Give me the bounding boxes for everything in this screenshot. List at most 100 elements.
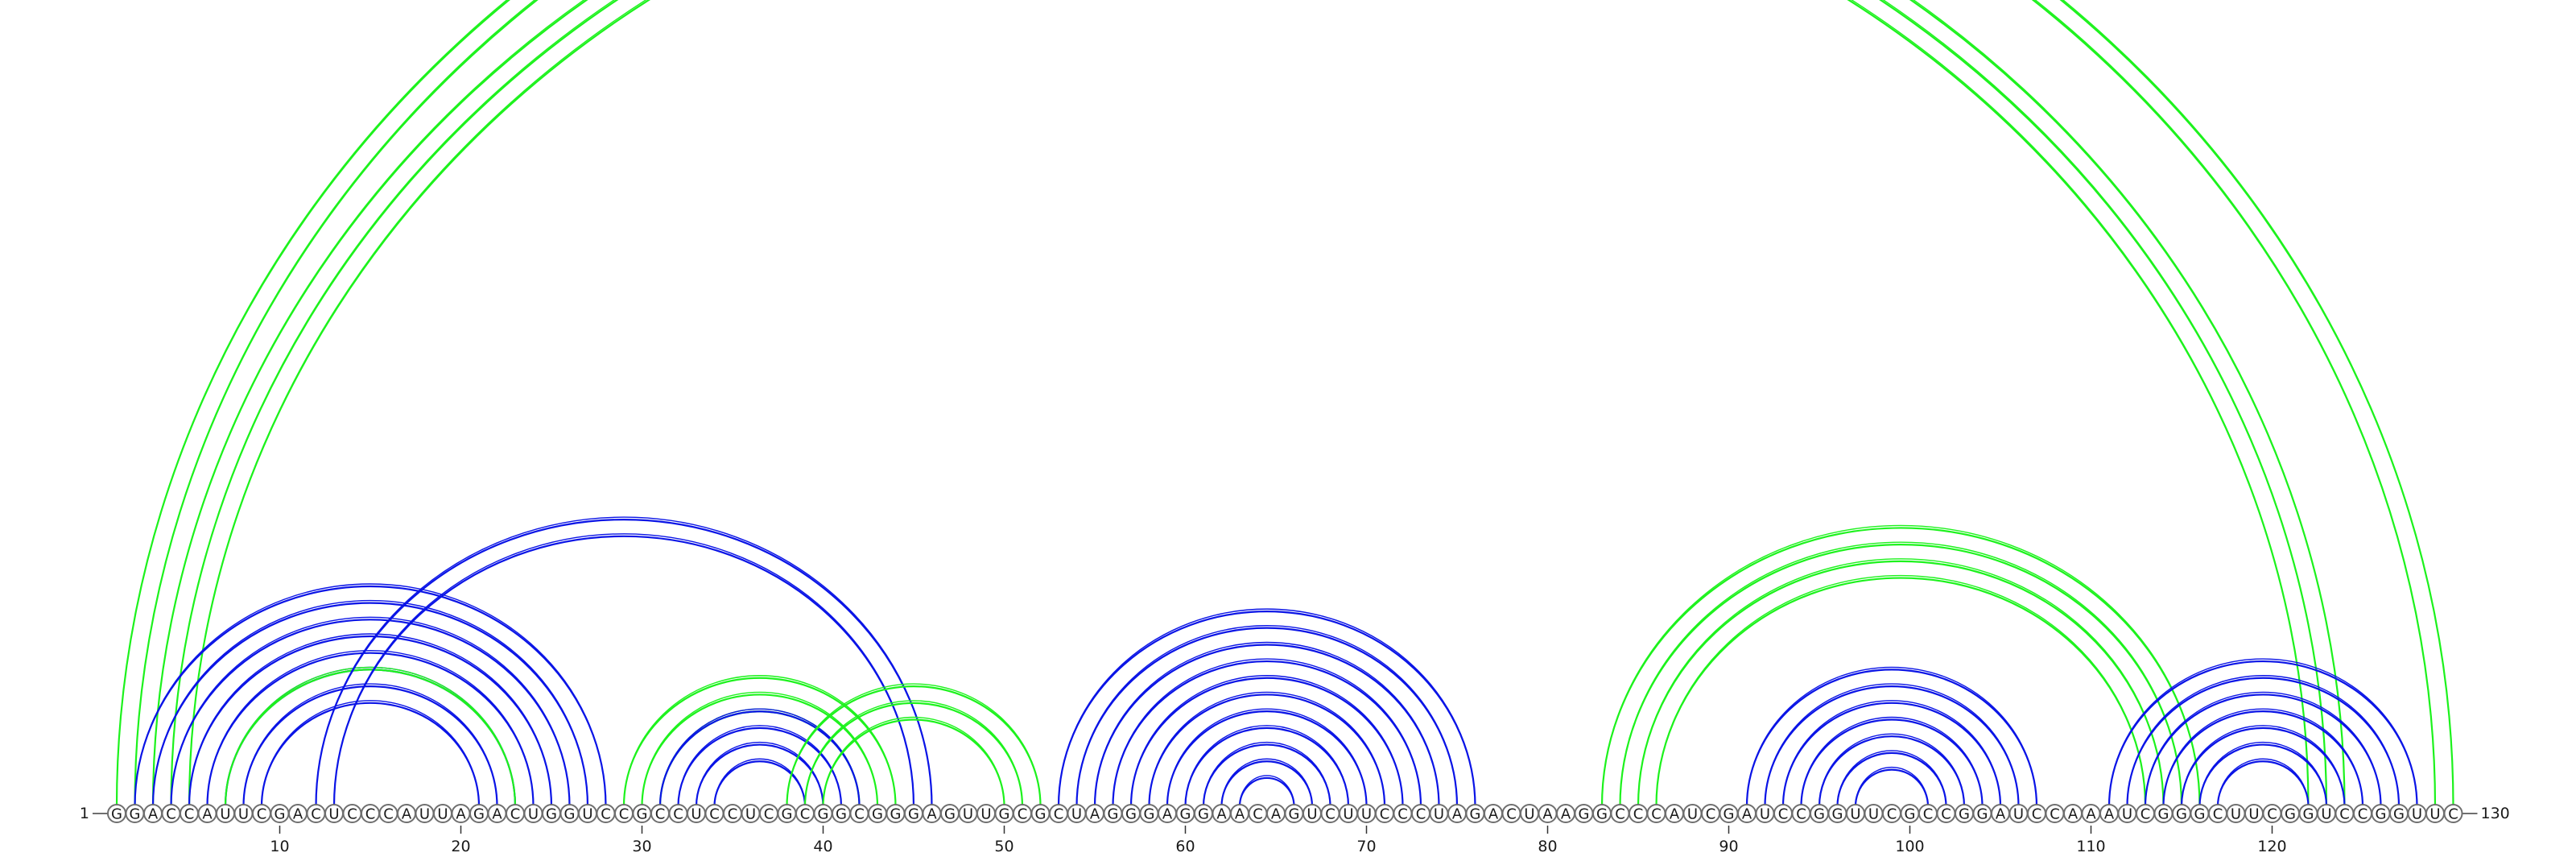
- base-pair-arc: [115, 0, 2454, 807]
- nucleotide: A: [1266, 804, 1286, 823]
- nucleotide: G: [1972, 804, 1992, 823]
- nucleotide: G: [940, 804, 960, 823]
- base-pair-arc: [260, 702, 481, 807]
- base-pair-arc: [1600, 527, 2201, 807]
- nucleotide: C: [1049, 804, 1068, 823]
- base-pair-arc: [1836, 750, 1947, 807]
- nucleotide: U: [415, 804, 435, 823]
- nucleotide-letter: G: [2285, 806, 2296, 823]
- nucleotide: U: [2425, 804, 2445, 823]
- nucleotide-letter: U: [437, 806, 448, 823]
- nucleotide-letter: A: [1216, 806, 1227, 823]
- nucleotide-letter: C: [655, 806, 666, 823]
- base-pair-arc: [224, 669, 517, 807]
- nucleotide-letter: C: [2448, 806, 2458, 823]
- base-pair-arc: [1619, 541, 2182, 807]
- nucleotide-letter: C: [2339, 806, 2350, 823]
- base-pair-arc: [333, 533, 914, 807]
- nucleotide: U: [1067, 804, 1087, 823]
- base-pair-arc: [659, 708, 861, 807]
- base-pair-arc: [188, 633, 552, 807]
- base-pair-arc: [1818, 733, 1965, 807]
- nucleotide-letter: U: [745, 806, 756, 823]
- nucleotide: C: [361, 804, 380, 823]
- nucleotide: C: [1773, 804, 1793, 823]
- base-pair-arc: [2180, 727, 2346, 807]
- base-pair-arc: [1854, 768, 1930, 807]
- nucleotide: G: [107, 804, 126, 823]
- nucleotide-letter: U: [1524, 806, 1534, 823]
- nucleotide-letter: G: [2158, 806, 2169, 823]
- base-pair-arc: [2126, 675, 2400, 807]
- tick-label: 120: [2257, 838, 2286, 855]
- tick-label: 100: [1895, 838, 1924, 855]
- base-pair-arc: [2108, 658, 2418, 807]
- base-pair-arc: [804, 700, 1023, 807]
- nucleotide: G: [868, 804, 887, 823]
- nucleotide-letter: G: [1596, 806, 1608, 823]
- base-pair-arc: [1203, 741, 1331, 807]
- nucleotide: C: [596, 804, 616, 823]
- nucleotide-letter: A: [148, 806, 159, 823]
- nucleotide-letter: G: [130, 806, 141, 823]
- nucleotide-letter: G: [2303, 806, 2314, 823]
- base-pair-arc: [713, 758, 806, 807]
- nucleotide: C: [795, 804, 815, 823]
- nucleotide-letter: C: [1778, 806, 1789, 823]
- nucleotide-letter: G: [782, 806, 793, 823]
- nucleotide-letter: U: [2321, 806, 2331, 823]
- base-pair-arc: [170, 0, 2327, 807]
- nucleotide: C: [1646, 804, 1666, 823]
- nucleotide-letter: U: [2013, 806, 2024, 823]
- nucleotide: U: [1682, 804, 1703, 823]
- nucleotide: C: [306, 804, 326, 823]
- nucleotide: G: [832, 804, 851, 823]
- nucleotide: C: [506, 804, 525, 823]
- nucleotide: G: [542, 804, 561, 823]
- base-pair-arc: [188, 635, 553, 807]
- nucleotide: U: [578, 804, 597, 823]
- nucleotide-letter: U: [980, 806, 991, 823]
- nucleotide: U: [1755, 804, 1775, 823]
- base-pair-arc: [623, 675, 897, 807]
- nucleotide: A: [487, 804, 507, 823]
- nucleotide: C: [1882, 804, 1901, 823]
- base-pair-arc: [1619, 544, 2183, 807]
- nucleotide-letter: C: [166, 806, 176, 823]
- nucleotide: A: [1737, 804, 1757, 823]
- nucleotide: G: [2298, 804, 2318, 823]
- base-pair-arc: [2145, 691, 2382, 807]
- nucleotide: C: [1411, 804, 1430, 823]
- nucleotide-letter: C: [800, 806, 811, 823]
- nucleotide: G: [1719, 804, 1739, 823]
- base-pair-arc: [1093, 644, 1440, 807]
- nucleotide-letter: U: [328, 806, 339, 823]
- nucleotide: C: [180, 804, 199, 823]
- nucleotide-letter: C: [2358, 806, 2368, 823]
- nucleotide-letter: C: [619, 806, 630, 823]
- nucleotide-letter: G: [872, 806, 883, 823]
- nucleotide: U: [741, 804, 761, 823]
- nucleotide: U: [1846, 804, 1865, 823]
- nucleotide-letter: C: [1796, 806, 1806, 823]
- nucleotide: U: [1302, 804, 1322, 823]
- nucleotide-letter: C: [764, 806, 774, 823]
- nucleotide-letter: A: [1488, 806, 1499, 823]
- base-pair-arc: [1818, 735, 1966, 807]
- nucleotide-letter: C: [1397, 806, 1408, 823]
- nucleotide-letter: G: [1977, 806, 1988, 823]
- nucleotide-letter: A: [1542, 806, 1553, 823]
- base-pair-arc: [225, 666, 516, 807]
- base-pair-arc: [2162, 710, 2364, 807]
- nucleotide-letter: C: [257, 806, 267, 823]
- nucleotide: A: [397, 804, 416, 823]
- sequence-end-label: 130: [2481, 805, 2510, 822]
- nucleotide: C: [1936, 804, 1956, 823]
- nucleotide-letter: G: [890, 806, 902, 823]
- nucleotide: C: [704, 804, 724, 823]
- nucleotide: C: [2353, 804, 2372, 823]
- nucleotide: G: [2371, 804, 2391, 823]
- nucleotide-letter: C: [2213, 806, 2223, 823]
- nucleotide-letter: C: [347, 806, 357, 823]
